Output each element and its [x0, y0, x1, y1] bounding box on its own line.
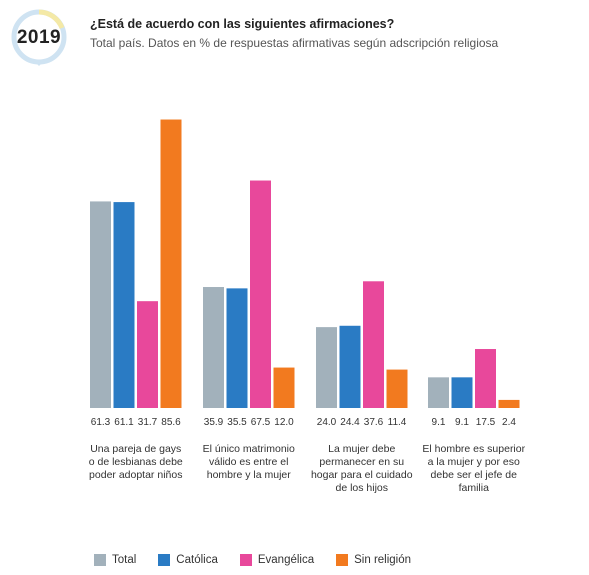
legend-label-catolica: Católica: [176, 554, 218, 566]
bar-group-2: 35.9 35.5 67.5 12.0: [203, 180, 295, 428]
bar-total-4: [428, 377, 449, 408]
legend-item-sin-religion: Sin religión: [336, 554, 411, 566]
year-badge: [11, 9, 67, 66]
bar-sin-religion-2: [273, 367, 295, 408]
bar-evangelica-1: [137, 301, 158, 408]
value-label-total-4: 9.1: [432, 417, 446, 428]
bar-sin-religion-1: [160, 119, 182, 408]
bar-evangelica-3: [363, 281, 384, 408]
bar-group-1: 61.3 61.1 31.7 85.6: [90, 119, 182, 428]
value-label-evangelica-3: 37.6: [364, 417, 384, 428]
legend-item-catolica: Católica: [158, 554, 218, 566]
value-label-total-3: 24.0: [317, 417, 337, 428]
value-label-sin-religion-3: 11.4: [388, 417, 407, 428]
legend-item-evangelica: Evangélica: [239, 554, 315, 566]
legend-label-total: Total: [112, 554, 137, 566]
value-label-catolica-2: 35.5: [227, 417, 247, 428]
value-label-sin-religion-2: 12.0: [274, 417, 294, 428]
value-label-catolica-1: 61.1: [114, 417, 134, 428]
bar-evangelica-2: [250, 180, 271, 408]
category-label-1: Una pareja de gays o de lesbianas debe pod…: [89, 443, 183, 481]
category-label-3: La mujer debe permanecer en su hogar para …: [311, 443, 413, 494]
value-label-sin-religion-4: 2.4: [502, 417, 516, 428]
bar-catolica-4: [451, 377, 473, 408]
legend-label-evangelica: Evangélica: [257, 554, 315, 566]
bar-sin-religion-4: [498, 399, 520, 408]
value-label-total-1: 61.3: [91, 417, 111, 428]
value-label-total-2: 35.9: [204, 417, 224, 428]
legend-swatch-evangelica: [239, 554, 252, 566]
bar-total-2: [203, 287, 224, 408]
bar-evangelica-4: [475, 349, 496, 408]
category-label-2: El único matrimonio válido es entre el hom…: [203, 443, 295, 481]
bar-catolica-3: [339, 325, 361, 408]
bar-group-4: 9.1 9.1 17.5 2.4: [428, 349, 520, 428]
value-label-catolica-3: 24.4: [340, 417, 360, 428]
bar-sin-religion-3: [386, 369, 408, 408]
value-label-catolica-4: 9.1: [455, 417, 469, 428]
legend-swatch-sin-religion: [336, 554, 349, 566]
bar-total-1: [90, 201, 111, 408]
bar-catolica-1: [113, 202, 135, 408]
value-label-evangelica-1: 31.7: [138, 417, 158, 428]
value-label-sin-religion-1: 85.6: [161, 417, 181, 428]
legend: Total Católica Evangélica Sin religión: [94, 554, 411, 566]
legend-label-sin-religion: Sin religión: [354, 554, 412, 566]
year-label: 2019: [16, 27, 62, 48]
chart-title: ¿Está de acuerdo con las siguientes afir…: [90, 17, 395, 31]
legend-swatch-catolica: [158, 554, 171, 566]
value-label-evangelica-2: 67.5: [251, 417, 271, 428]
bar-total-3: [316, 327, 337, 408]
legend-item-total: Total: [94, 554, 136, 566]
chart-subtitle: Total país. Datos en % de respuestas afi…: [90, 36, 499, 50]
category-label-4: El hombre es superior a la mujer y por es…: [422, 443, 525, 494]
value-label-evangelica-4: 17.5: [476, 417, 496, 428]
bar-chart: 61.3 61.1 31.7 85.6 Una pareja de gays o de l…: [89, 119, 526, 494]
legend-swatch-total: [94, 554, 106, 566]
bar-catolica-2: [226, 288, 248, 408]
bar-group-3: 24.0 24.4 37.6 11.4: [316, 281, 408, 428]
